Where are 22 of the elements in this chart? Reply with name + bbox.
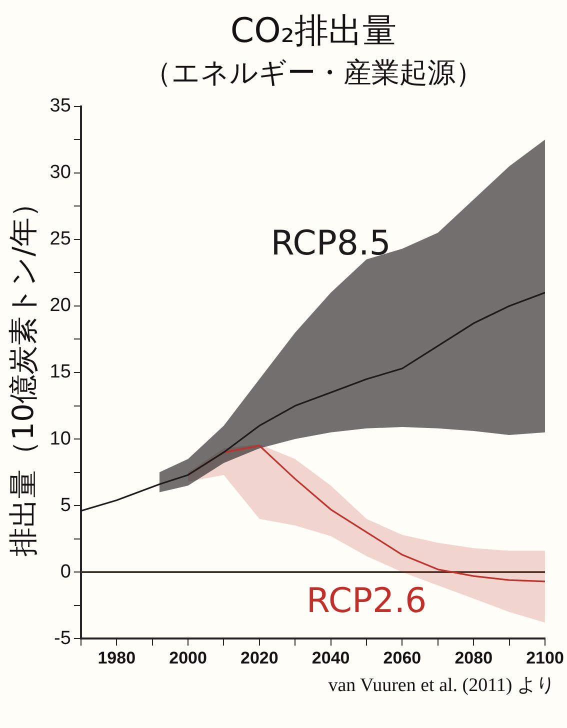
y-tick-label: 10 (50, 428, 71, 450)
y-tick-label: -5 (54, 628, 71, 649)
text: RCP8.5 (270, 224, 391, 264)
y-axis-title: 排出量（10億炭素トン/年） (6, 188, 40, 556)
x-tick-label: 2080 (454, 648, 493, 668)
x-tick-label: 2040 (312, 648, 350, 668)
series-label: RCP2.6 (306, 580, 427, 621)
x-tick-label: 1980 (98, 648, 136, 668)
x-tick-label: 2060 (383, 648, 422, 668)
y-tick-label: 5 (60, 494, 71, 516)
y-tick-label: 0 (60, 561, 71, 582)
y-tick-label: 15 (50, 362, 71, 383)
chart-title: CO₂排出量 (229, 10, 398, 53)
text: van Vuuren et al. (2011) より (327, 674, 555, 698)
x-tick-label: 2100 (526, 648, 564, 668)
chart-subtitle: （エネルギー・産業起源） (142, 55, 484, 91)
y-tick-label: 30 (50, 162, 71, 184)
y-tick-label: 35 (50, 96, 71, 117)
y-tick-label: 20 (50, 295, 71, 316)
y-tick-label: 25 (50, 228, 71, 250)
x-tick-label: 2000 (169, 648, 207, 668)
x-tick-label: 2020 (240, 648, 278, 668)
